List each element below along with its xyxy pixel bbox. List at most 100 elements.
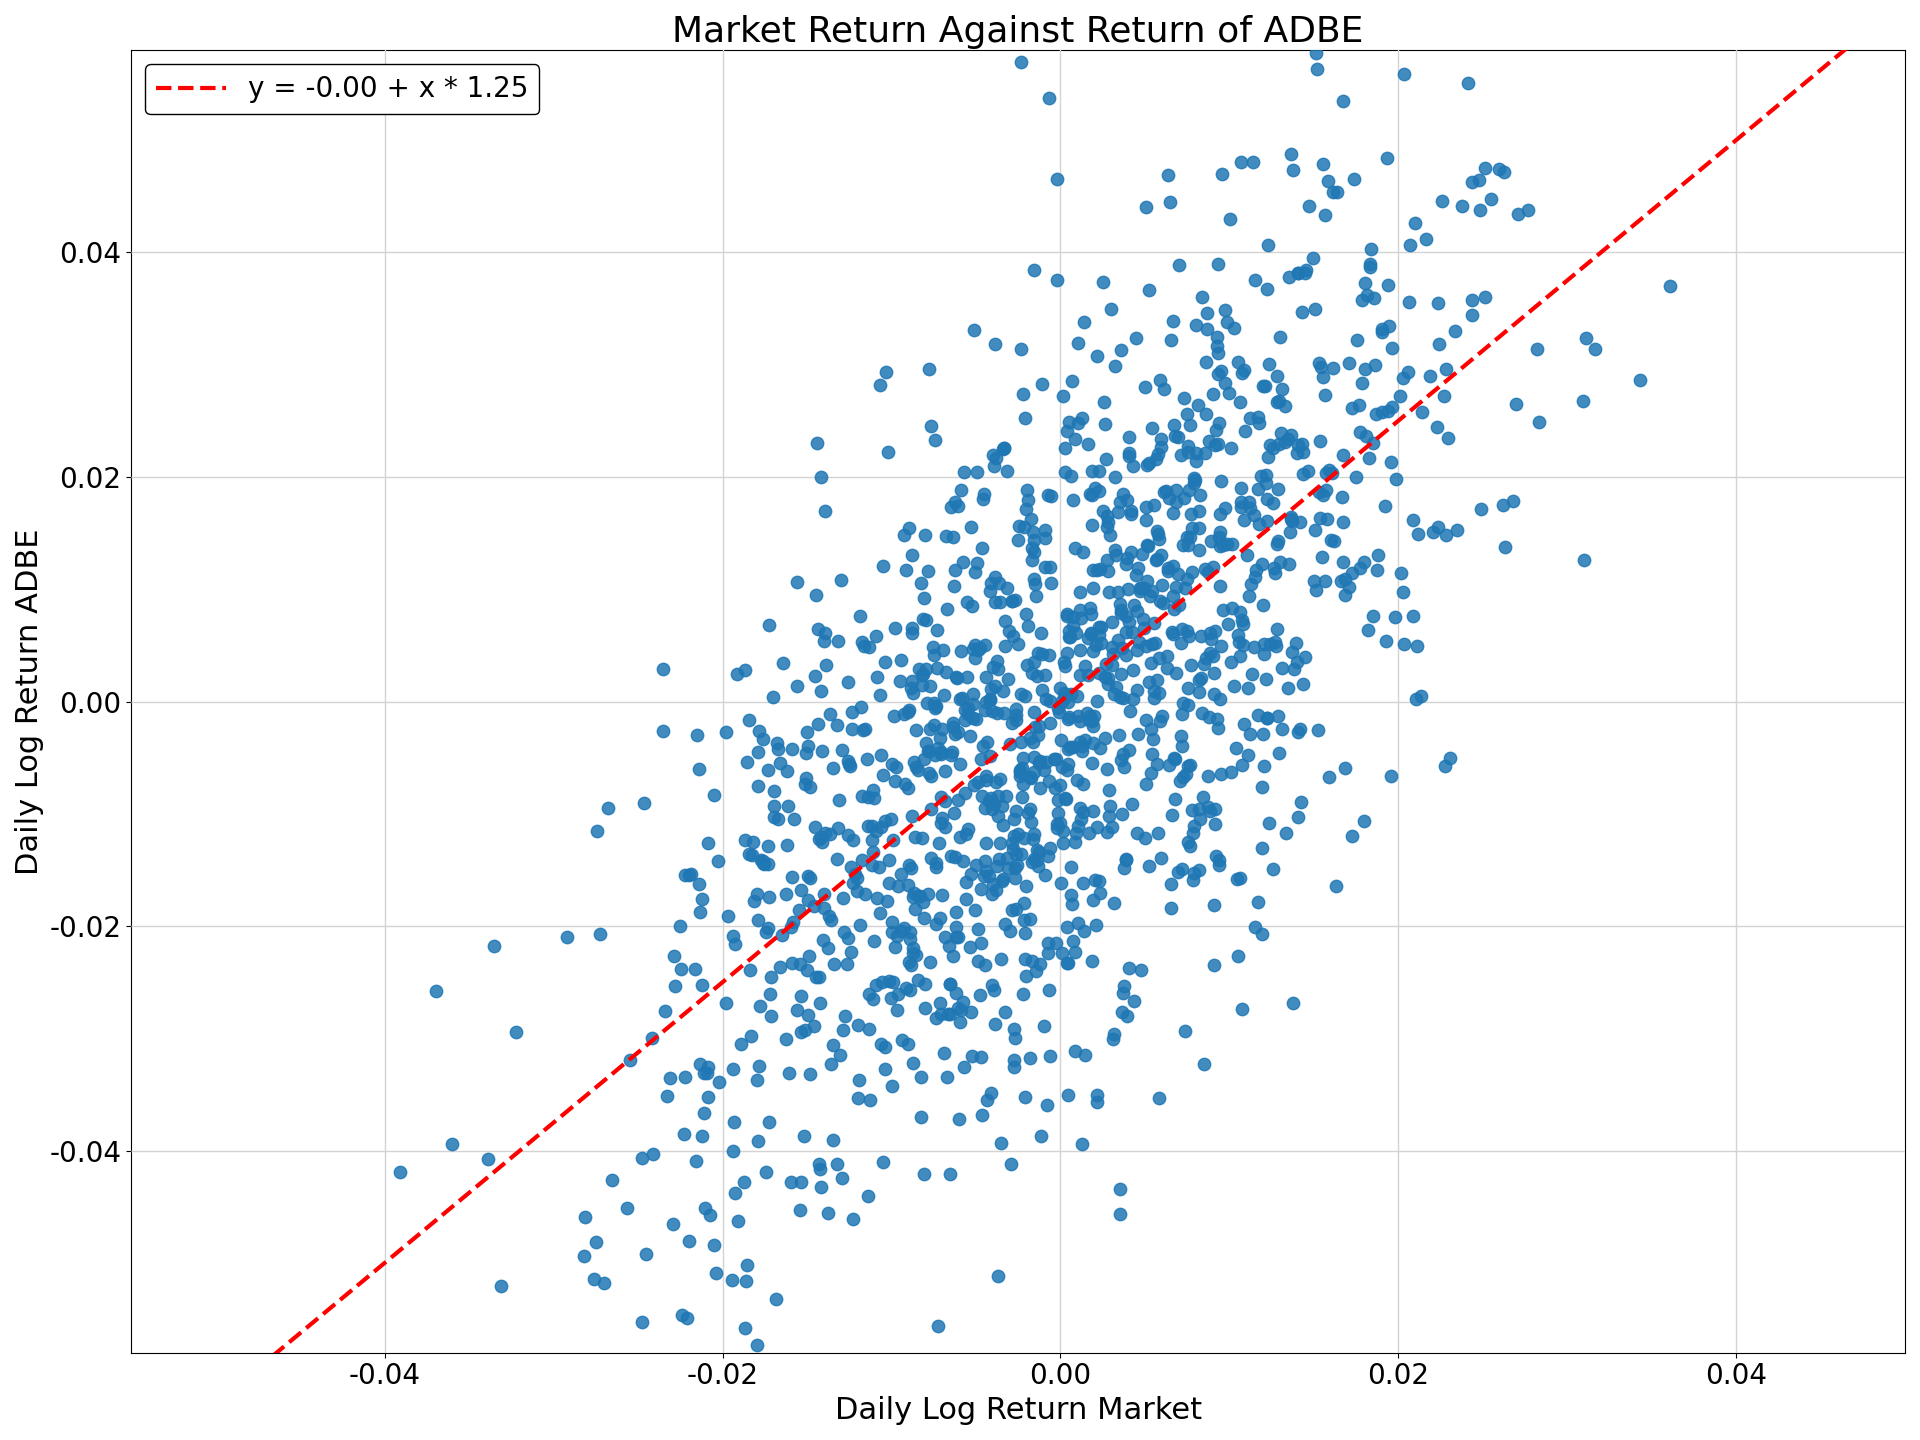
Point: [670, 864, 701, 887]
Point: [783, 899, 814, 922]
Point: [975, 572, 1006, 595]
Point: [900, 899, 931, 922]
Point: [803, 827, 833, 850]
Point: [989, 436, 1020, 459]
Point: [1187, 701, 1217, 724]
Point: [687, 1125, 718, 1148]
Point: [1350, 550, 1380, 573]
Point: [954, 999, 985, 1022]
Point: [689, 1061, 720, 1084]
Point: [979, 675, 1010, 698]
Point: [1284, 717, 1315, 740]
Point: [689, 1197, 720, 1220]
Point: [1087, 632, 1117, 655]
Point: [828, 739, 858, 762]
Point: [612, 1197, 643, 1220]
Point: [996, 831, 1027, 854]
Point: [1052, 952, 1083, 975]
Point: [1010, 684, 1041, 707]
Point: [1142, 442, 1173, 465]
Point: [804, 966, 835, 989]
Point: [785, 878, 816, 901]
Point: [931, 598, 962, 621]
Point: [1238, 635, 1269, 658]
Point: [948, 1056, 979, 1079]
Point: [927, 639, 958, 662]
Point: [785, 1171, 816, 1194]
Point: [1077, 484, 1108, 507]
Point: [1390, 20, 1421, 43]
Point: [1050, 436, 1081, 459]
Point: [916, 717, 947, 740]
Point: [795, 1063, 826, 1086]
Point: [1179, 471, 1210, 494]
Point: [808, 883, 839, 906]
Point: [987, 795, 1018, 818]
Point: [852, 747, 883, 770]
Point: [1263, 389, 1294, 412]
Point: [968, 865, 998, 888]
Point: [1342, 328, 1373, 351]
Point: [1012, 488, 1043, 511]
Point: [1434, 746, 1465, 769]
Point: [1290, 262, 1321, 285]
Point: [889, 524, 920, 547]
Point: [1175, 526, 1206, 549]
Point: [983, 658, 1014, 681]
Point: [822, 1152, 852, 1175]
Point: [1373, 274, 1404, 297]
Point: [776, 737, 806, 760]
Point: [1021, 959, 1052, 982]
Point: [1002, 822, 1033, 845]
Point: [1277, 510, 1308, 533]
Point: [983, 847, 1014, 870]
Point: [1044, 677, 1075, 700]
Point: [1336, 825, 1367, 848]
Point: [995, 919, 1025, 942]
Point: [933, 1002, 964, 1025]
Point: [1114, 441, 1144, 464]
Point: [968, 734, 998, 757]
Point: [943, 495, 973, 518]
Point: [1075, 602, 1106, 625]
Point: [1075, 482, 1106, 505]
Point: [1177, 560, 1208, 583]
Point: [753, 613, 783, 636]
Point: [1246, 923, 1277, 946]
Point: [1006, 842, 1037, 865]
Point: [935, 743, 966, 766]
Point: [1018, 730, 1048, 753]
Point: [916, 765, 947, 788]
Point: [1181, 449, 1212, 472]
Point: [1069, 919, 1100, 942]
Point: [1254, 811, 1284, 834]
Point: [1344, 557, 1375, 580]
Point: [1417, 520, 1448, 543]
Point: [1050, 461, 1081, 484]
Point: [1235, 585, 1265, 608]
Point: [806, 831, 837, 854]
Point: [672, 1306, 703, 1329]
Point: [1121, 822, 1152, 845]
Point: [1135, 585, 1165, 608]
Point: [630, 792, 660, 815]
Point: [1402, 687, 1432, 710]
Point: [1221, 737, 1252, 760]
Point: [906, 1106, 937, 1129]
Point: [925, 742, 956, 765]
Point: [1000, 842, 1031, 865]
Point: [1012, 801, 1043, 824]
Point: [1398, 508, 1428, 531]
Point: [1204, 503, 1235, 526]
Point: [941, 924, 972, 948]
Point: [1031, 750, 1062, 773]
Point: [1380, 467, 1411, 490]
Point: [1077, 714, 1108, 737]
Point: [1227, 477, 1258, 500]
Point: [979, 566, 1010, 589]
Point: [1194, 641, 1225, 664]
Point: [1056, 370, 1087, 393]
Point: [849, 883, 879, 906]
Point: [1225, 491, 1256, 514]
Point: [1106, 636, 1137, 660]
